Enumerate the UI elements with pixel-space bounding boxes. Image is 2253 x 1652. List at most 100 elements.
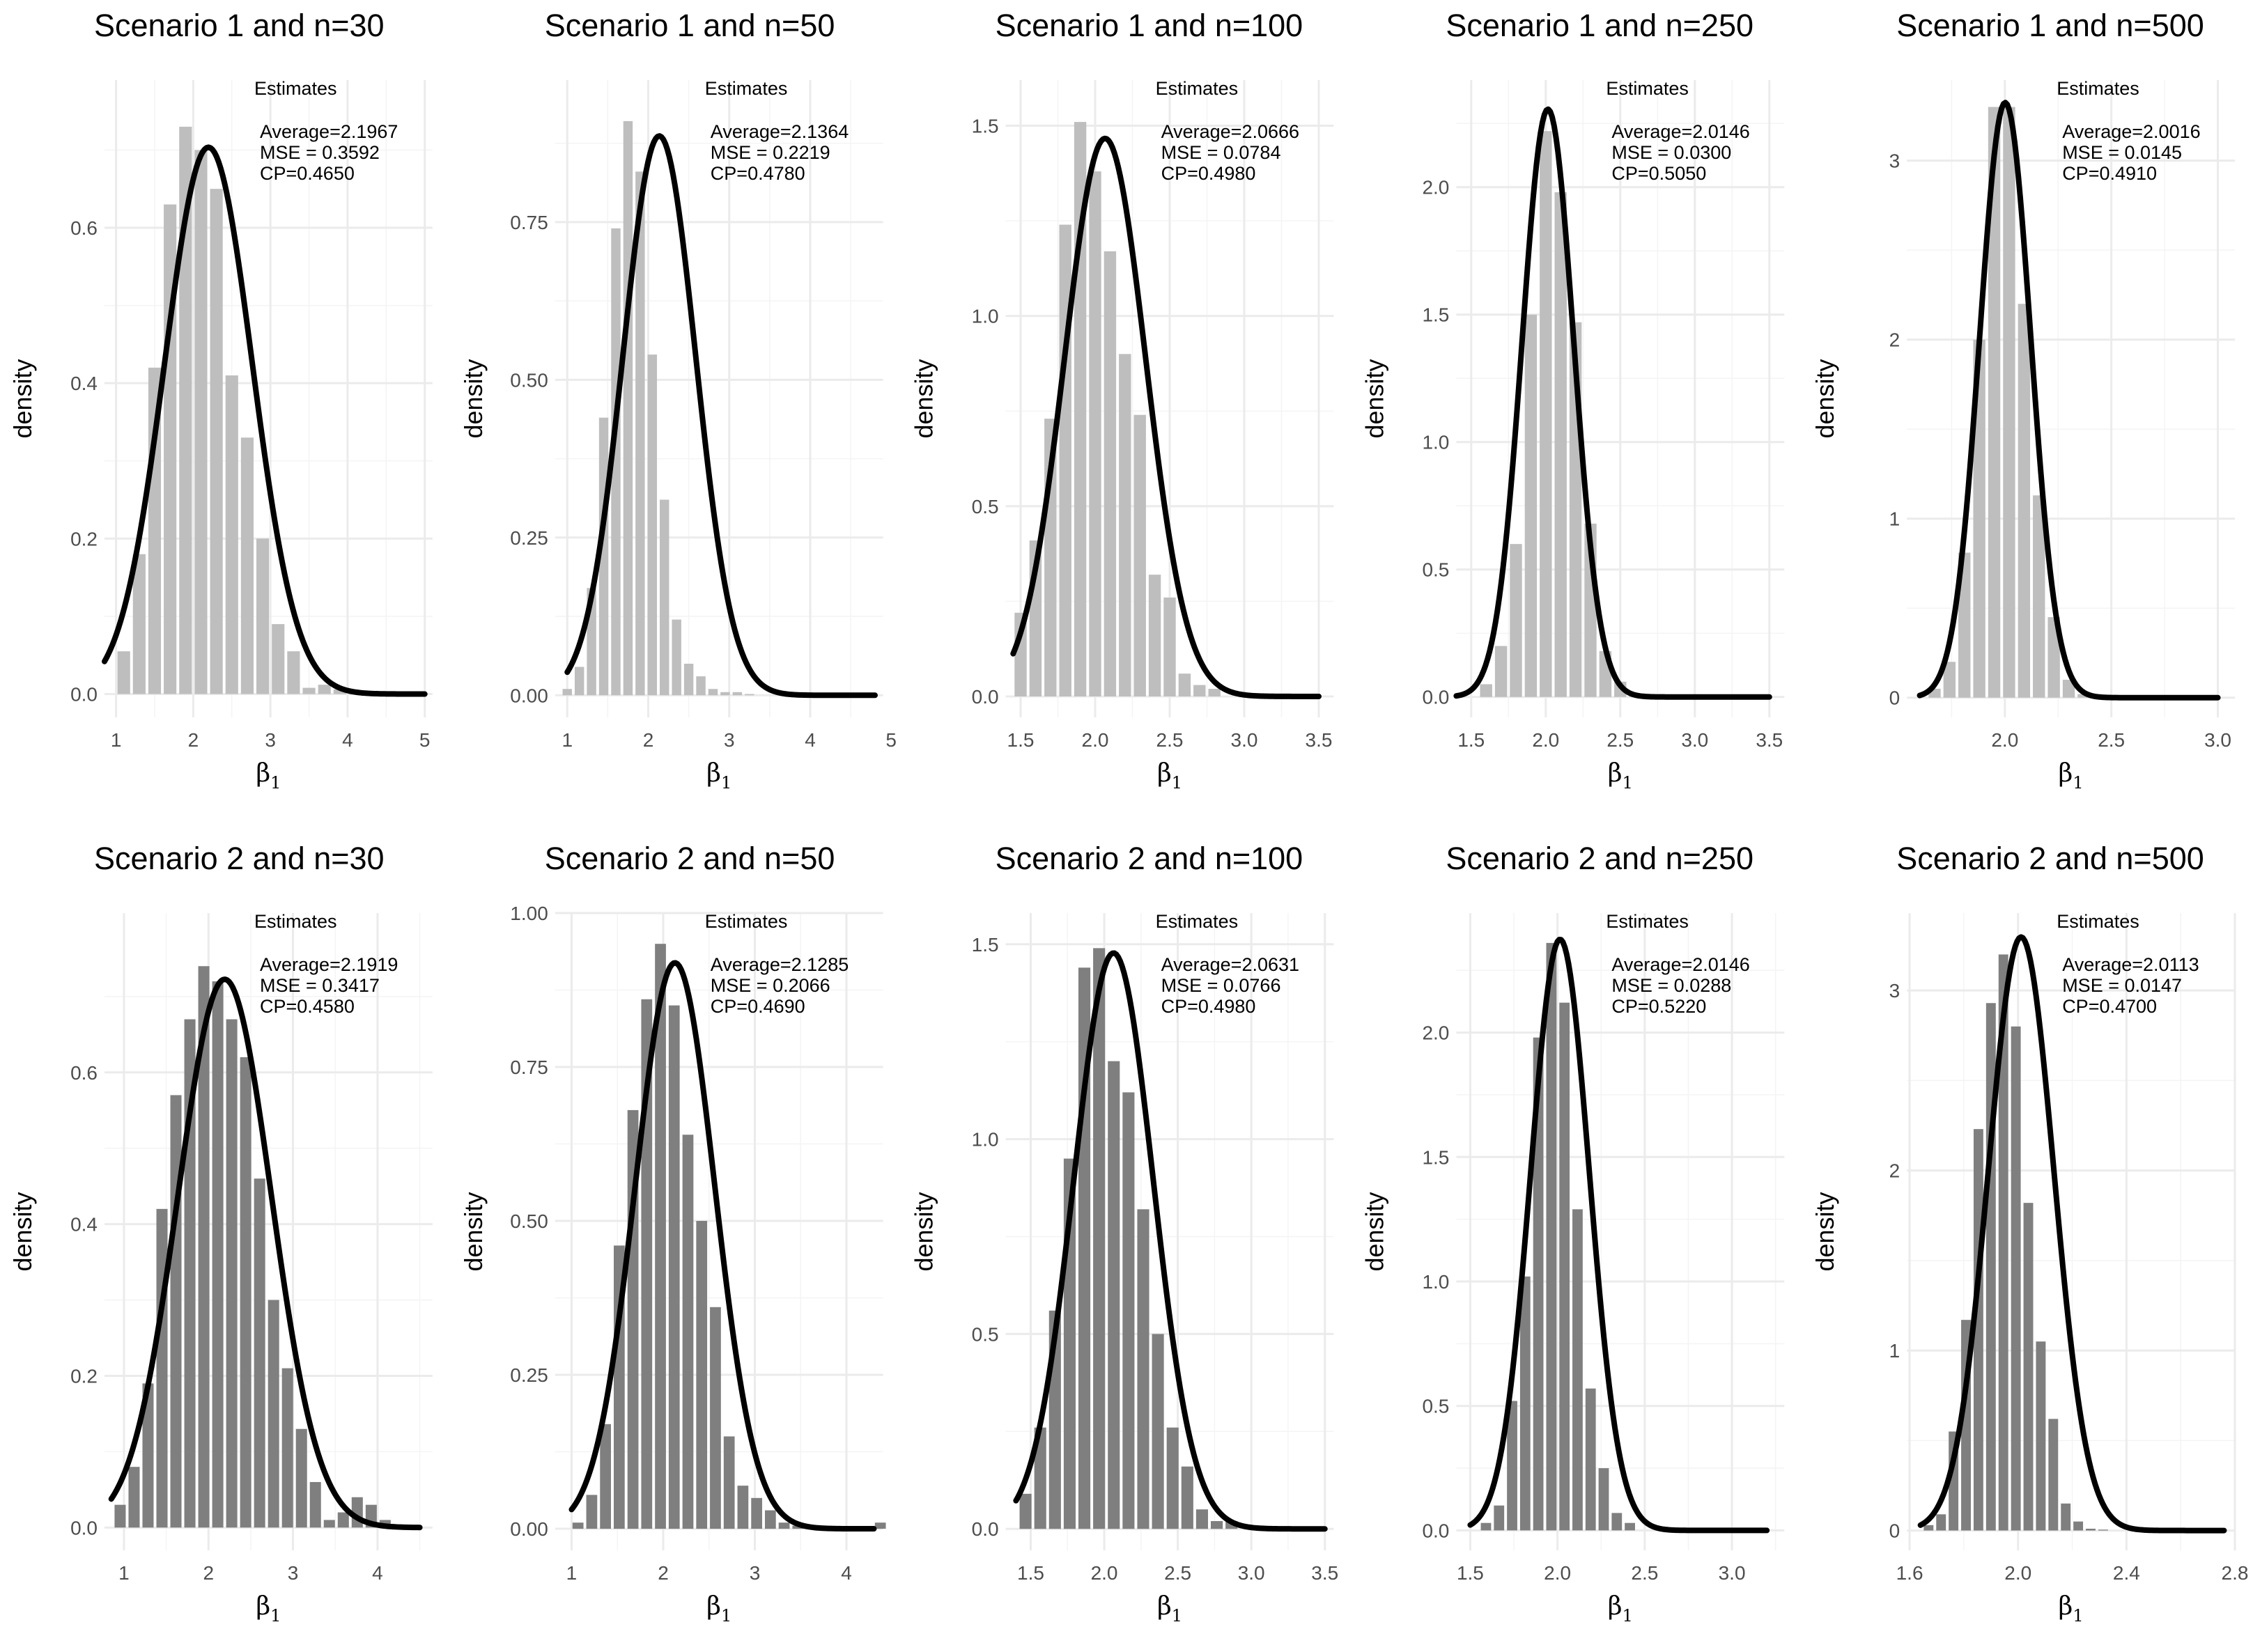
histogram-bar [198,966,210,1528]
y-tick-label: 0 [1889,687,1900,709]
x-tick-label: 2.8 [2222,1562,2249,1584]
normal-density-curve [564,133,878,699]
annotation-cp: CP=0.5050 [1611,163,1706,184]
histogram-bar [2003,107,2015,698]
x-axis-label-subscript: 1 [1172,773,1182,793]
histogram-bar [170,1095,182,1528]
normal-density-curve [1917,100,2221,701]
histogram-bar [1998,954,2008,1531]
y-tick-label: 1.0 [972,1129,999,1151]
annotation-average: Average=2.1967 [260,121,398,142]
y-tick-label: 0.50 [510,369,548,391]
histogram-bar [225,375,238,694]
histogram-bar [1133,414,1146,696]
histogram-bar [156,1208,168,1528]
y-axis-label: density [8,359,37,438]
x-tick-label: 1.6 [1896,1562,1923,1584]
panel-7: Scenario 2 and n=50 0.00 0.25 0.50 0.75 1.00 1… [459,841,886,1626]
y-tick-label: 1 [1889,1340,1900,1362]
histogram-bar [2073,1521,2084,1531]
annotation-title: Estimates [254,78,337,99]
histogram-bar [1559,1002,1570,1531]
x-tick-label: 2.5 [1164,1562,1191,1584]
histogram-bar [1178,673,1191,696]
x-axis-label-symbol: β [1608,1592,1623,1621]
y-tick-label: 1.0 [1422,1271,1449,1293]
normal-density-curve [1013,950,1328,1532]
chart-title: Scenario 1 and n=100 [996,8,1303,43]
x-axis-label-symbol: β [706,1592,721,1621]
y-tick-label: 0.2 [70,528,98,550]
x-axis-label-symbol: β [256,1592,270,1621]
histogram-bar [710,1307,721,1529]
y-tick-label: 0.0 [70,1517,98,1538]
x-tick-label: 1 [562,729,573,751]
histogram-bar [194,150,208,694]
histogram-bar [1625,1522,1635,1531]
y-tick-label: 1.00 [510,903,548,924]
annotation-cp: CP=0.4910 [2062,163,2157,184]
x-tick-label: 1.5 [1017,1562,1044,1584]
annotation-average: Average=2.0146 [1611,954,1749,975]
y-tick-label: 0.6 [70,1062,98,1084]
histogram-bar [720,692,730,696]
histogram-bar [128,1467,140,1528]
x-axis-label-subscript: 1 [270,773,281,793]
x-tick-label: 4 [805,729,816,751]
histogram-bar [1108,1061,1120,1529]
x-tick-label: 3.5 [1311,1562,1338,1584]
histogram-bars [1923,954,2108,1531]
x-axis-label: β1 [706,759,731,793]
x-tick-label: 3 [750,1562,761,1584]
annotation-title: Estimates [254,911,337,932]
histogram-bar [114,1504,126,1528]
histogram-bar [1122,1092,1135,1529]
y-tick-label: 0.00 [510,1518,548,1540]
annotation-cp: CP=0.4650 [260,163,355,184]
x-axis-label-subscript: 1 [270,1606,281,1626]
x-tick-label: 1.5 [1007,729,1035,751]
histogram-bar [2077,694,2090,698]
y-tick-label: 0.6 [70,217,98,239]
histogram-bar [2047,617,2060,698]
annotation-cp: CP=0.4580 [260,996,355,1017]
histogram-bar [333,689,346,694]
x-tick-label: 1 [118,1562,130,1584]
histogram-bar [210,189,223,694]
y-tick-label: 0.25 [510,1364,548,1386]
panel-1: Scenario 1 and n=30 0.0 0.2 0.4 0.6 1 2 3 4 5 dens… [8,8,433,793]
x-tick-label: 3.0 [1238,1562,1265,1584]
histogram-bar [132,554,146,694]
histogram-bar [1519,1276,1531,1531]
chart-title: Scenario 2 and n=30 [94,841,385,876]
histogram-bar [668,1005,680,1529]
y-tick-label: 1.0 [972,306,999,327]
y-axis-label: density [910,1192,938,1271]
histogram-bar [1943,662,1956,698]
annotation-cp: CP=0.4690 [711,996,805,1017]
y-axis-label: density [1360,1192,1388,1271]
histogram-bar [1104,251,1117,696]
histogram-bars [1019,948,1238,1529]
y-tick-label: 2.0 [1422,177,1449,198]
annotation-average: Average=2.0113 [2062,954,2199,975]
histogram-bars [114,966,391,1528]
y-tick-label: 1.5 [972,116,999,137]
x-tick-label: 2 [188,729,199,751]
y-axis-label: density [459,359,488,438]
y-axis-label: density [1811,1192,1839,1271]
y-tick-label: 1.0 [1422,432,1449,453]
x-tick-label: 3.5 [1306,729,1333,751]
x-axis-label-subscript: 1 [1172,1606,1182,1626]
y-tick-label: 0.0 [1422,1520,1449,1541]
panel-5: Scenario 1 and n=500 0 1 2 3 2.0 2.5 3.0 density… [1811,8,2235,793]
histogram-bar [751,1497,762,1529]
histogram-bar [1181,1466,1193,1529]
histogram-bar [318,685,331,694]
y-axis-label: density [1811,359,1839,438]
normal-density-curve [1917,934,2227,1534]
histogram-bar [1540,131,1552,697]
annotation-mse: MSE = 0.2066 [711,975,830,996]
y-tick-label: 0.0 [972,1518,999,1540]
y-tick-label: 0.5 [1422,559,1449,581]
